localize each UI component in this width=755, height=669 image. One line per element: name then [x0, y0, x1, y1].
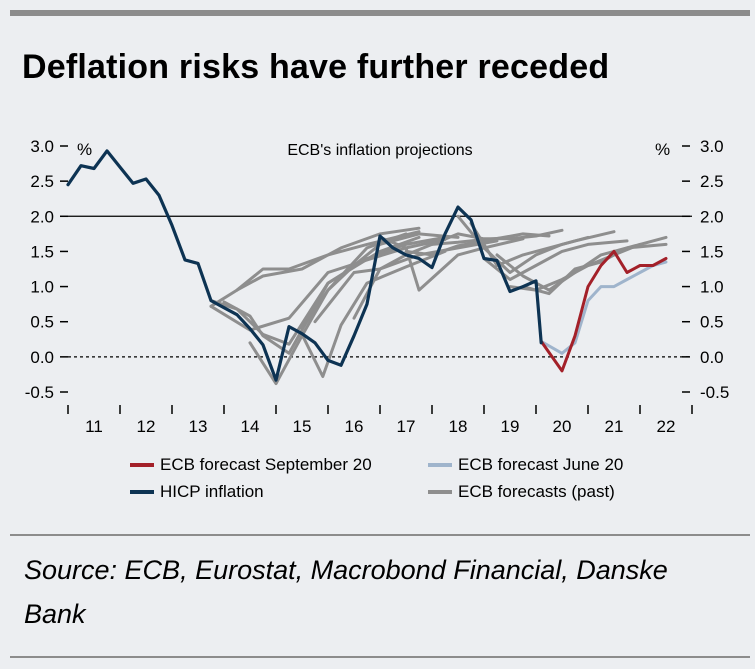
series-ecb-forecast-past-5	[235, 230, 421, 292]
y-tick-label-right: 0.5	[700, 313, 724, 332]
x-tick-label: 13	[189, 417, 208, 436]
x-tick-label: 21	[605, 417, 624, 436]
legend: ECB forecast September 20 ECB forecast Ju…	[130, 455, 623, 501]
legend-label-ecb-forecast-june-20: ECB forecast June 20	[458, 455, 623, 474]
series-group	[66, 149, 668, 386]
series-ecb-forecast-past-19	[521, 242, 668, 296]
series-ecb-forecast-september-20	[539, 249, 668, 373]
x-tick-label: 18	[449, 417, 468, 436]
series-ecb-forecast-past-12	[404, 232, 551, 257]
y-tick-label-right: 2.0	[700, 207, 724, 226]
series-ecb-forecast-past-8	[300, 232, 460, 331]
x-tick-label: 16	[345, 417, 364, 436]
y-tick-label-right: 2.5	[700, 172, 724, 191]
x-tick-label: 22	[657, 417, 676, 436]
y-tick-label-left: 1.5	[30, 242, 54, 261]
legend-label-hicp-inflation: HICP inflation	[160, 482, 264, 501]
source-rule	[10, 534, 750, 536]
reference-lines	[68, 215, 692, 358]
chart-title: ECB's inflation projections	[287, 142, 472, 159]
x-tick-label: 12	[137, 417, 156, 436]
y-tick-label-right: 1.0	[700, 278, 724, 297]
y-axis-label-right: %	[655, 140, 670, 159]
series-ecb-forecast-past-16	[482, 239, 629, 281]
page-title: Deflation risks have further receded	[22, 48, 610, 86]
series-ecb-forecast-past-13	[430, 228, 564, 246]
y-tick-label-right: -0.5	[700, 383, 729, 402]
y-tick-label-left: 1.0	[30, 278, 54, 297]
y-tick-label-left: 0.0	[30, 348, 54, 367]
y-tick-label-left: 3.0	[30, 137, 54, 156]
series-ecb-forecast-june-20	[539, 260, 668, 355]
top-rule	[10, 10, 750, 16]
series-ecb-forecast-past-6	[209, 226, 421, 308]
inflation-chart: ECB's inflation projections % % 3.0 3.0 2.…	[25, 137, 730, 501]
series-ecb-forecast-past-4	[248, 232, 408, 386]
y-tick-label-left: 2.0	[30, 207, 54, 226]
series-hicp-inflation	[66, 149, 543, 382]
axes: 3.0 3.0 2.5 2.5 2.0 2.0 1.5 1.5 1.0 1.0 0.5 0.5 0.0 0…	[25, 137, 730, 436]
x-tick-label: 15	[293, 417, 312, 436]
chart-container: ECB's inflation projections % % 3.0 3.0 2.…	[10, 122, 744, 522]
y-axis-label-left: %	[77, 140, 92, 159]
legend-label-ecb-forecast-september-20: ECB forecast September 20	[160, 455, 372, 474]
source-note: Source: ECB, Eurostat, Macrobond Financi…	[24, 555, 668, 629]
x-tick-label: 14	[241, 417, 260, 436]
x-tick-label: 11	[85, 417, 103, 436]
x-tick-label: 17	[397, 417, 416, 436]
x-tick-label: 20	[553, 417, 572, 436]
series-ecb-forecast-past-11	[378, 235, 525, 292]
series-ecb-forecast-past-3	[222, 235, 421, 355]
series-ecb-forecast-past-9	[313, 239, 499, 324]
y-tick-label-right: 3.0	[700, 137, 724, 156]
x-tick-label: 19	[501, 417, 520, 436]
y-tick-label-left: 2.5	[30, 172, 54, 191]
y-tick-label-right: 0.0	[700, 348, 724, 367]
bottom-rule	[10, 656, 750, 658]
y-tick-label-right: 1.5	[700, 242, 724, 261]
y-tick-label-left: 0.5	[30, 313, 54, 332]
legend-label-ecb-forecasts-past: ECB forecasts (past)	[458, 482, 615, 501]
y-tick-label-left: -0.5	[25, 383, 54, 402]
